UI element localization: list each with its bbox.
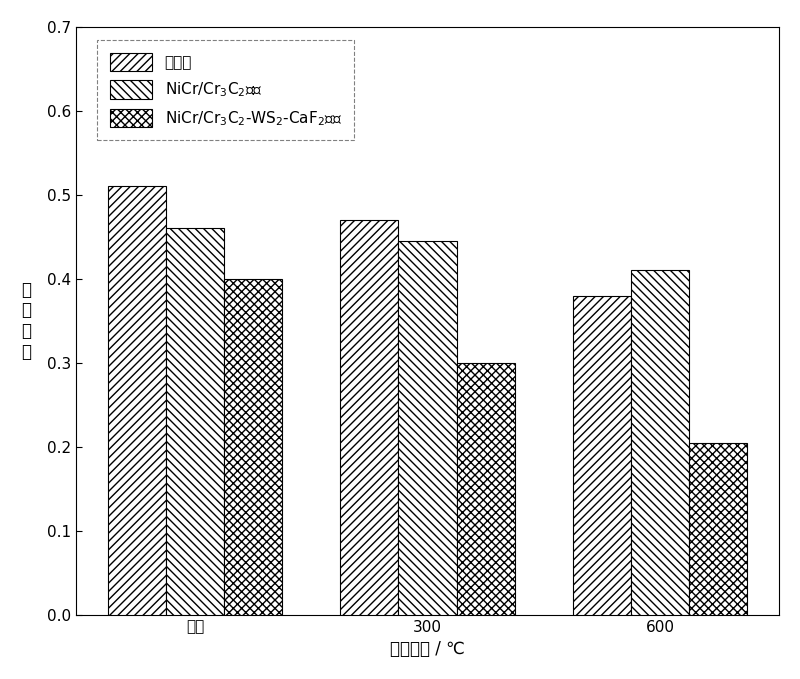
Legend: 不锈钓, NiCr/Cr$_3$C$_2$涂层, NiCr/Cr$_3$C$_2$-WS$_2$-CaF$_2$涂层: 不锈钓, NiCr/Cr$_3$C$_2$涂层, NiCr/Cr$_3$C$_2… (98, 40, 354, 140)
Bar (631, 270, 689, 614)
Bar (108, 187, 166, 614)
Bar (166, 228, 224, 614)
Bar (398, 241, 457, 614)
Bar (573, 295, 631, 614)
Bar (340, 220, 398, 614)
X-axis label: 测试温度 / ℃: 测试温度 / ℃ (390, 640, 465, 658)
Y-axis label: 摩
擦
系
数: 摩 擦 系 数 (21, 280, 31, 361)
Bar (689, 443, 747, 614)
Bar (224, 279, 282, 614)
Bar (457, 363, 514, 614)
